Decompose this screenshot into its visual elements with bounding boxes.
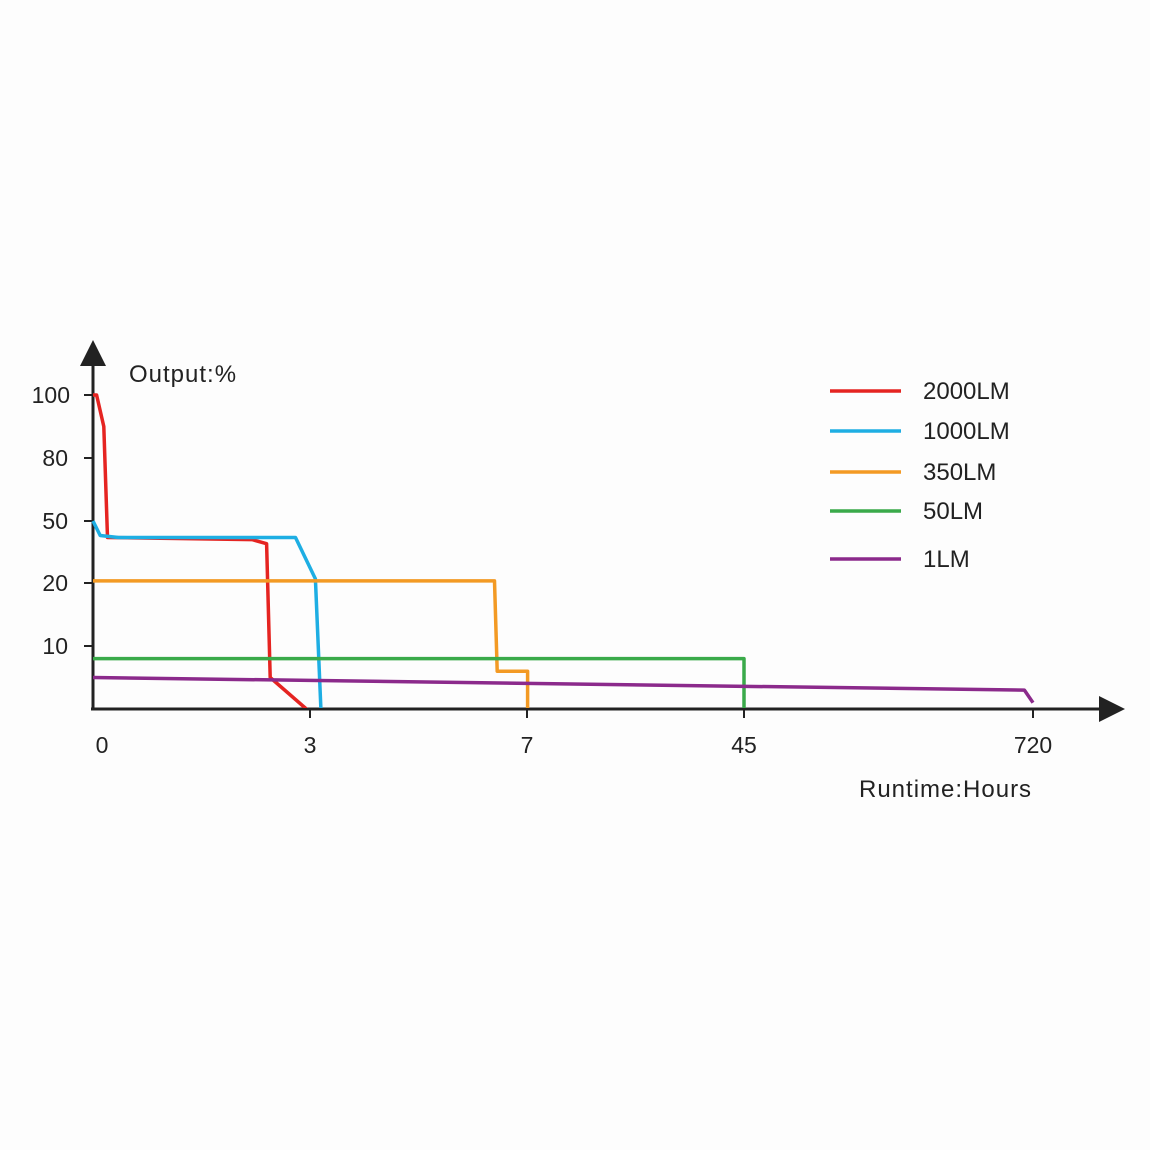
series-line-1000lm — [91, 520, 323, 708]
legend-label-2000lm: 2000LM — [923, 378, 1010, 405]
series-line-1lm — [92, 675, 1035, 704]
y-tick-label: 100 — [32, 382, 70, 408]
y-tick-label: 50 — [42, 508, 68, 534]
legend-label-1lm: 1LM — [923, 546, 970, 573]
series-layer — [91, 393, 1035, 708]
y-tick-label: 10 — [42, 633, 68, 659]
y-tick-label: 20 — [42, 570, 68, 596]
x-tick-label: 7 — [521, 732, 534, 758]
legend-label-50lm: 50LM — [923, 498, 983, 525]
series-line-50lm — [93, 656, 746, 708]
x-ticks: 0 3 7 45 720 — [96, 709, 1052, 758]
x-tick-label: 0 — [96, 732, 109, 758]
y-ticks: 100 80 50 20 10 — [32, 382, 93, 659]
y-axis-arrow-icon — [80, 340, 106, 366]
x-tick-label: 45 — [731, 732, 757, 758]
legend-label-350lm: 350LM — [923, 459, 996, 486]
y-axis-title: Output:% — [129, 361, 237, 388]
x-tick-label: 720 — [1014, 732, 1052, 758]
x-axis-arrow-icon — [1099, 696, 1125, 722]
legend: 2000LM 1000LM 350LM 50LM 1LM — [830, 378, 1010, 573]
series-line-2000lm — [93, 393, 308, 708]
x-axis-title: Runtime:Hours — [859, 776, 1032, 803]
series-line-350lm — [93, 579, 530, 708]
legend-label-1000lm: 1000LM — [923, 418, 1010, 445]
x-tick-label: 3 — [304, 732, 317, 758]
y-tick-label: 80 — [42, 445, 68, 471]
